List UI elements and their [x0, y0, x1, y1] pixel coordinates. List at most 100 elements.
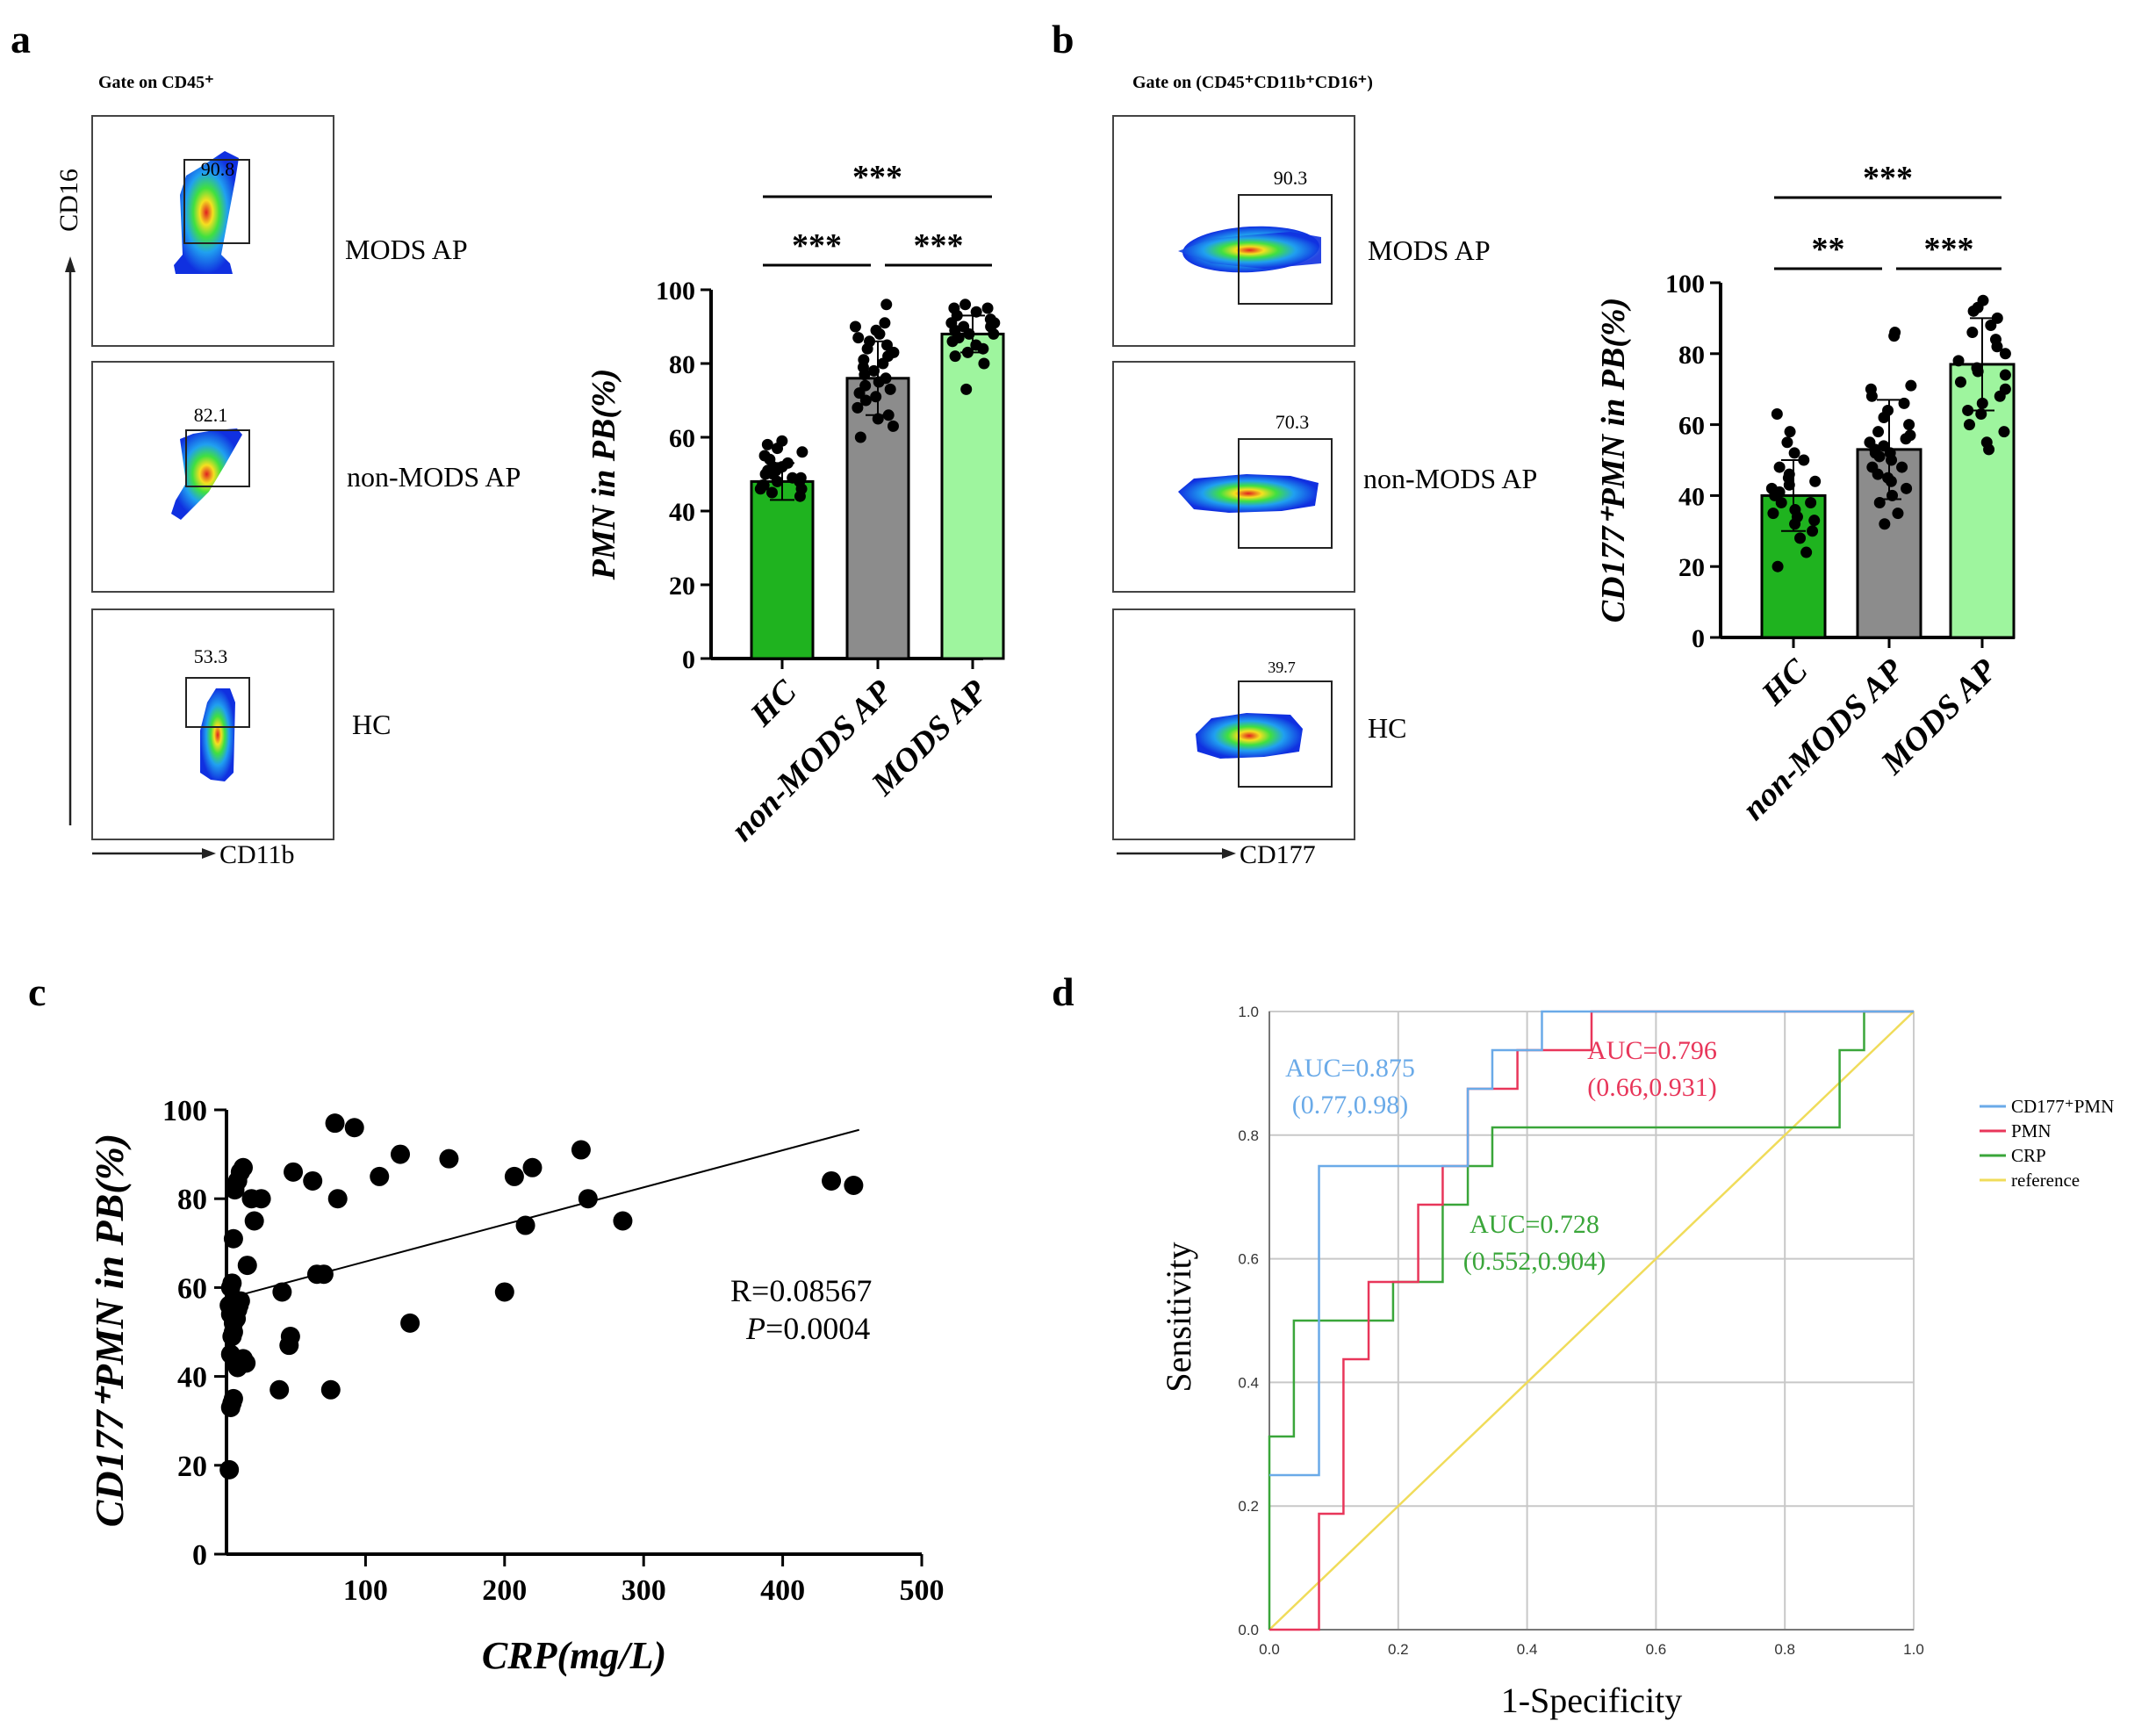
gate-box-a3 — [185, 677, 250, 728]
legend-label: PMN — [2011, 1120, 2052, 1141]
data-point — [1879, 518, 1891, 530]
x-tick-label: 100 — [343, 1574, 388, 1607]
scatter-point — [223, 1228, 243, 1249]
gate-value-a2: 82.1 — [194, 404, 228, 426]
y-axis-title: Sensitivity — [1159, 1242, 1198, 1392]
group-label-b3: HC — [1368, 712, 1406, 744]
data-point — [1977, 294, 1989, 306]
data-point — [1767, 508, 1779, 520]
y-tick-label: 0.6 — [1238, 1251, 1259, 1268]
scatter-point — [515, 1215, 535, 1235]
x-axis-title: CRP(mg/L) — [482, 1634, 666, 1677]
gate-box-b1 — [1238, 194, 1333, 305]
x-tick-label: 0.2 — [1388, 1641, 1409, 1658]
scatter-point — [320, 1379, 341, 1400]
data-point — [887, 420, 899, 432]
legend-label: CRP — [2011, 1145, 2046, 1166]
auc-ci: (0.66,0.931) — [1587, 1073, 1716, 1102]
panel-letter-b: b — [1052, 17, 1074, 61]
y-tick-label: 40 — [177, 1362, 207, 1394]
auc-value: AUC=0.796 — [1587, 1036, 1717, 1065]
y-tick-label: 80 — [177, 1184, 207, 1216]
data-point — [1781, 436, 1793, 449]
bar-2 — [940, 332, 1005, 660]
data-point — [758, 450, 771, 462]
y-arrow-head-a — [65, 256, 75, 272]
scatter-point — [504, 1166, 524, 1186]
significance-label: *** — [852, 159, 902, 196]
scatter-point — [822, 1170, 842, 1191]
data-point — [1771, 407, 1783, 420]
category-label: non-MODS AP — [1736, 652, 1911, 827]
data-point — [1889, 327, 1901, 339]
data-point — [1878, 440, 1890, 452]
group-label-b2: non-MODS AP — [1363, 463, 1537, 494]
scatter-point — [284, 1162, 304, 1182]
scatter-point — [327, 1189, 348, 1209]
legend-label: reference — [2011, 1170, 2080, 1191]
y-tick-label: 40 — [669, 498, 695, 527]
data-point — [884, 383, 896, 395]
x-axis-label-b: CD177 — [1240, 840, 1316, 869]
data-point — [761, 438, 773, 450]
data-point — [1905, 379, 1917, 392]
data-point — [859, 394, 872, 407]
scatter-point — [234, 1157, 254, 1177]
data-point — [981, 302, 994, 314]
flow-density-a3 — [200, 688, 235, 781]
data-point — [1896, 461, 1908, 473]
p-label: P — [745, 1311, 765, 1346]
data-point — [765, 486, 778, 499]
y-axis-title: CD177⁺PMN in PB(%) — [1595, 298, 1632, 623]
data-point — [1903, 419, 1915, 431]
data-point — [1805, 496, 1817, 508]
data-point — [867, 364, 880, 377]
y-tick-label: 20 — [177, 1451, 207, 1483]
scatter-point — [439, 1148, 459, 1169]
y-tick-label: 60 — [669, 424, 695, 453]
y-tick-label: 20 — [669, 572, 695, 601]
gate-label-b: Gate on (CD45⁺CD11b⁺CD16⁺) — [1132, 73, 1373, 92]
scatter-point — [223, 1388, 243, 1408]
data-point — [849, 320, 861, 333]
gate-box-a1 — [183, 159, 250, 244]
y-tick-label: 1.0 — [1238, 1004, 1259, 1020]
data-point — [984, 313, 996, 326]
data-point — [1998, 426, 2010, 438]
gate-value-a3: 53.3 — [194, 645, 228, 667]
data-point — [870, 324, 882, 336]
data-point — [854, 431, 866, 443]
x-tick-label: 0.8 — [1774, 1641, 1795, 1658]
category-label: HC — [743, 673, 804, 734]
data-point — [1999, 383, 2011, 395]
data-point — [948, 302, 960, 314]
significance-label: *** — [1924, 231, 1974, 268]
data-point — [1972, 365, 1984, 378]
gate-box-a2 — [185, 429, 250, 487]
data-point — [1991, 312, 2003, 324]
gate-value-b2: 70.3 — [1276, 411, 1310, 433]
data-point — [754, 483, 766, 495]
significance-label: ** — [1812, 231, 1845, 268]
y-tick-label: 100 — [162, 1095, 207, 1127]
data-point — [888, 346, 900, 358]
data-point — [859, 379, 872, 392]
data-point — [852, 401, 864, 414]
scatter-point — [219, 1459, 240, 1480]
data-point — [852, 332, 865, 344]
scatter-point — [578, 1189, 598, 1209]
scatter-point — [344, 1118, 364, 1138]
data-point — [1865, 383, 1877, 395]
y-axis-label-a: CD16 — [54, 169, 83, 232]
data-point — [1864, 436, 1876, 449]
scatter-point — [325, 1113, 345, 1134]
group-label-a2: non-MODS AP — [347, 461, 521, 493]
roc-line-3 — [1268, 1011, 1915, 1631]
data-point — [1999, 369, 2011, 381]
auc-ci: (0.77,0.98) — [1292, 1091, 1408, 1120]
y-tick-label: 0.2 — [1238, 1498, 1259, 1515]
gate-value-b1: 90.3 — [1274, 167, 1308, 189]
y-tick-label: 80 — [1678, 341, 1705, 370]
significance-label: *** — [792, 227, 842, 264]
